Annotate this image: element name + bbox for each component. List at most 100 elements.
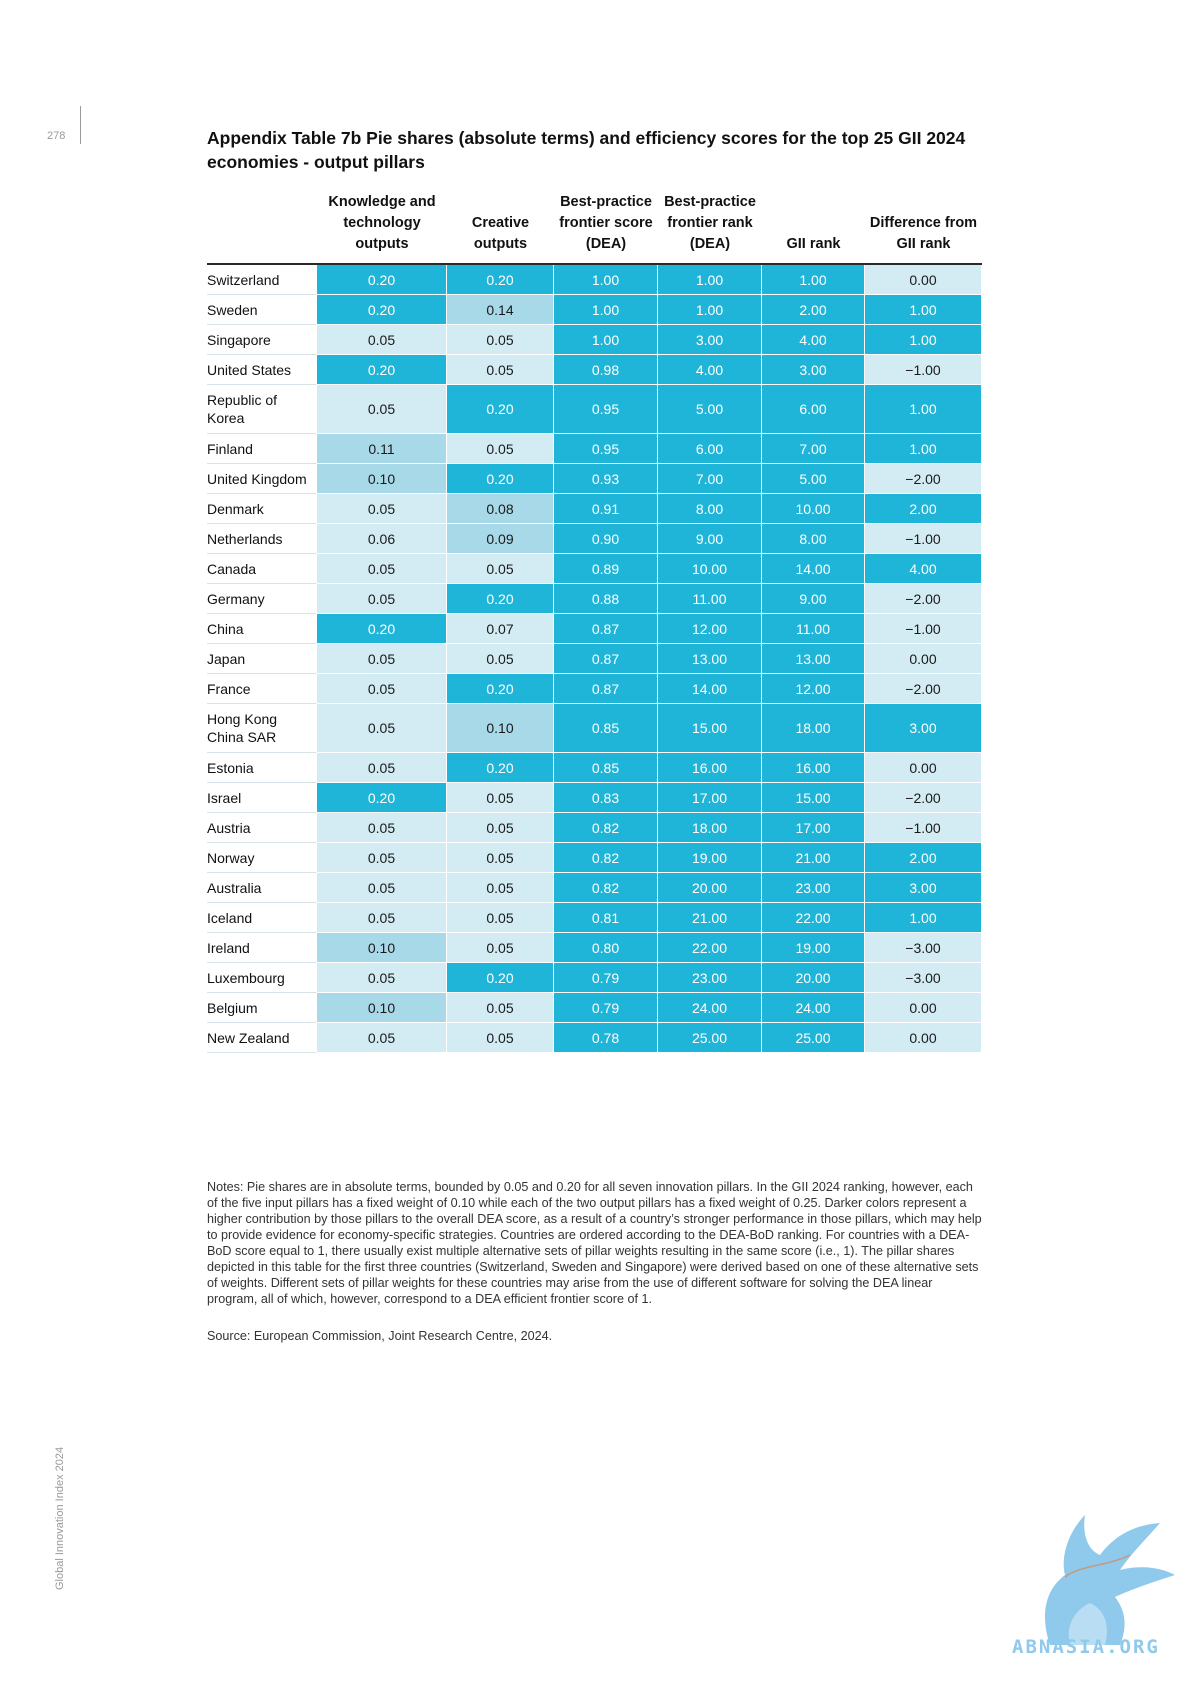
value-cell: 0.82 [554, 813, 658, 843]
value-cell: 7.00 [658, 464, 762, 494]
value-cell: 0.00 [865, 993, 982, 1023]
value-cell: 22.00 [762, 903, 865, 933]
header-creative-outputs: Creative outputs [447, 192, 554, 265]
value-cell: 12.00 [658, 614, 762, 644]
table-row: United States 0.20 0.05 0.98 4.00 3.00 −1.00 [207, 355, 982, 385]
value-cell: 0.20 [447, 584, 554, 614]
table-row: Denmark 0.05 0.08 0.91 8.00 10.00 2.00 [207, 494, 982, 524]
value-cell: 0.05 [317, 385, 447, 434]
value-cell: 4.00 [865, 554, 982, 584]
value-cell: 0.05 [447, 554, 554, 584]
notes: Notes: Pie shares are in absolute terms,… [207, 1180, 982, 1306]
value-cell: 6.00 [762, 385, 865, 434]
value-cell: 0.00 [865, 644, 982, 674]
value-cell: 0.20 [317, 265, 447, 295]
value-cell: 0.05 [317, 644, 447, 674]
value-cell: 0.00 [865, 1023, 982, 1053]
value-cell: 0.05 [447, 325, 554, 355]
table-title: Appendix Table 7b Pie shares (absolute t… [207, 128, 966, 172]
value-cell: 0.80 [554, 933, 658, 963]
value-cell: 0.20 [317, 614, 447, 644]
value-cell: −2.00 [865, 464, 982, 494]
value-cell: 19.00 [658, 843, 762, 873]
value-cell: 0.79 [554, 993, 658, 1023]
value-cell: 0.05 [447, 1023, 554, 1053]
country-cell: Norway [207, 843, 317, 873]
value-cell: 4.00 [762, 325, 865, 355]
value-cell: 0.05 [317, 494, 447, 524]
value-cell: 0.10 [317, 993, 447, 1023]
value-cell: 16.00 [762, 753, 865, 783]
header-row: Knowledge and technology outputs Creativ… [207, 192, 982, 265]
data-table: Knowledge and technology outputs Creativ… [207, 192, 982, 1053]
table-row: Sweden 0.20 0.14 1.00 1.00 2.00 1.00 [207, 295, 982, 325]
value-cell: 0.08 [447, 494, 554, 524]
value-cell: 1.00 [865, 325, 982, 355]
value-cell: 0.05 [317, 903, 447, 933]
value-cell: 13.00 [762, 644, 865, 674]
value-cell: 0.78 [554, 1023, 658, 1053]
value-cell: 0.05 [317, 554, 447, 584]
value-cell: 10.00 [762, 494, 865, 524]
value-cell: 0.95 [554, 434, 658, 464]
country-cell: Republic of Korea [207, 385, 317, 434]
table-row: Israel 0.20 0.05 0.83 17.00 15.00 −2.00 [207, 783, 982, 813]
value-cell: 16.00 [658, 753, 762, 783]
table-row: Netherlands 0.06 0.09 0.90 9.00 8.00 −1.00 [207, 524, 982, 554]
value-cell: −1.00 [865, 614, 982, 644]
value-cell: 3.00 [865, 704, 982, 753]
value-cell: 24.00 [762, 993, 865, 1023]
value-cell: 12.00 [762, 674, 865, 704]
value-cell: 0.20 [447, 963, 554, 993]
page-number: 278 [47, 130, 66, 142]
value-cell: 14.00 [658, 674, 762, 704]
value-cell: 24.00 [658, 993, 762, 1023]
value-cell: 0.88 [554, 584, 658, 614]
value-cell: 23.00 [762, 873, 865, 903]
value-cell: 1.00 [865, 385, 982, 434]
country-cell: Iceland [207, 903, 317, 933]
value-cell: 0.05 [447, 434, 554, 464]
value-cell: −1.00 [865, 355, 982, 385]
value-cell: 3.00 [658, 325, 762, 355]
value-cell: 4.00 [658, 355, 762, 385]
value-cell: 0.89 [554, 554, 658, 584]
value-cell: 1.00 [658, 265, 762, 295]
value-cell: 0.11 [317, 434, 447, 464]
country-cell: Netherlands [207, 524, 317, 554]
table-row: United Kingdom 0.10 0.20 0.93 7.00 5.00 −2.00 [207, 464, 982, 494]
header-frontier-rank: Best-practice frontier rank (DEA) [658, 192, 762, 265]
value-cell: 2.00 [865, 494, 982, 524]
value-cell: 1.00 [554, 265, 658, 295]
country-cell: France [207, 674, 317, 704]
value-cell: 0.85 [554, 704, 658, 753]
value-cell: −2.00 [865, 783, 982, 813]
value-cell: 0.05 [317, 963, 447, 993]
value-cell: 17.00 [658, 783, 762, 813]
value-cell: 0.93 [554, 464, 658, 494]
value-cell: 1.00 [658, 295, 762, 325]
country-cell: Denmark [207, 494, 317, 524]
table-body: Switzerland 0.20 0.20 1.00 1.00 1.00 0.00 Swede… [207, 265, 982, 1053]
value-cell: −2.00 [865, 674, 982, 704]
value-cell: 0.20 [447, 265, 554, 295]
value-cell: 0.79 [554, 963, 658, 993]
table-row: Australia 0.05 0.05 0.82 20.00 23.00 3.00 [207, 873, 982, 903]
value-cell: −2.00 [865, 584, 982, 614]
value-cell: 0.05 [317, 753, 447, 783]
value-cell: 17.00 [762, 813, 865, 843]
value-cell: 0.20 [317, 783, 447, 813]
value-cell: 19.00 [762, 933, 865, 963]
value-cell: 0.98 [554, 355, 658, 385]
value-cell: 14.00 [762, 554, 865, 584]
country-cell: China [207, 614, 317, 644]
value-cell: 0.91 [554, 494, 658, 524]
value-cell: 0.05 [317, 584, 447, 614]
value-cell: 21.00 [762, 843, 865, 873]
source-note: Source: European Commission, Joint Resea… [207, 1329, 553, 1343]
value-cell: 6.00 [658, 434, 762, 464]
value-cell: −3.00 [865, 963, 982, 993]
value-cell: 0.05 [317, 873, 447, 903]
value-cell: 0.10 [447, 704, 554, 753]
value-cell: 13.00 [658, 644, 762, 674]
